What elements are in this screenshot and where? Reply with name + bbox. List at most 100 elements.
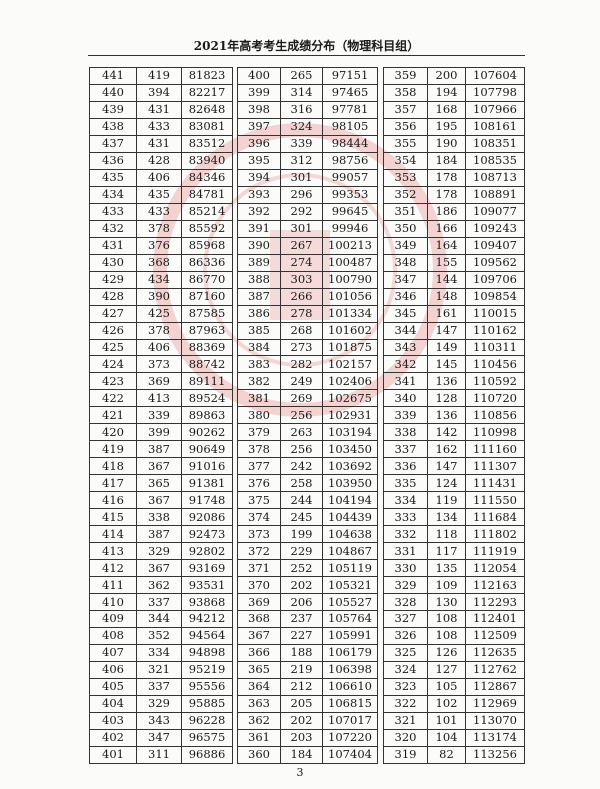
count-cell: 203 xyxy=(280,728,323,747)
table-row: 357 168 107966 xyxy=(383,100,525,119)
table-row: 327 108 112401 xyxy=(383,610,525,628)
cumulative-cell: 83940 xyxy=(181,151,233,170)
cumulative-cell: 99057 xyxy=(322,168,378,187)
score-cell: 423 xyxy=(89,372,137,391)
cumulative-cell: 102931 xyxy=(322,406,378,425)
score-cell: 435 xyxy=(89,168,137,187)
table-row: 424 373 88742 xyxy=(89,355,233,374)
table-row: 396 339 98444 xyxy=(237,134,378,153)
cumulative-cell: 84781 xyxy=(181,185,233,204)
cumulative-cell: 105119 xyxy=(322,559,378,578)
score-cell: 420 xyxy=(89,423,137,442)
cumulative-cell: 91016 xyxy=(181,457,233,476)
cumulative-cell: 107404 xyxy=(322,745,378,764)
count-cell: 339 xyxy=(280,134,323,153)
cumulative-cell: 112635 xyxy=(465,643,525,662)
score-cell: 351 xyxy=(383,202,428,221)
cumulative-cell: 102157 xyxy=(322,355,378,374)
score-cell: 434 xyxy=(89,185,137,204)
count-cell: 117 xyxy=(427,542,466,561)
cumulative-cell: 112163 xyxy=(465,576,525,595)
cumulative-cell: 92802 xyxy=(181,542,233,561)
count-cell: 329 xyxy=(136,542,182,561)
cumulative-cell: 110856 xyxy=(465,406,525,425)
count-cell: 434 xyxy=(136,270,182,289)
count-cell: 108 xyxy=(427,610,466,628)
count-cell: 164 xyxy=(427,236,466,255)
table-row: 353 178 108713 xyxy=(383,168,525,187)
table-row: 413 329 92802 xyxy=(89,542,233,561)
score-cell: 408 xyxy=(89,626,137,645)
table-row: 411 362 93531 xyxy=(89,576,233,595)
count-cell: 126 xyxy=(427,643,466,662)
cumulative-cell: 104867 xyxy=(322,542,378,561)
cumulative-cell: 109243 xyxy=(465,219,525,238)
cumulative-cell: 98756 xyxy=(322,151,378,170)
cumulative-cell: 105991 xyxy=(322,626,378,645)
cumulative-cell: 106179 xyxy=(322,643,378,662)
table-row: 337 162 111160 xyxy=(383,440,525,459)
cumulative-cell: 108161 xyxy=(465,117,525,136)
score-cell: 418 xyxy=(89,457,137,476)
count-cell: 263 xyxy=(280,423,323,442)
cumulative-cell: 93169 xyxy=(181,559,233,578)
cumulative-cell: 111431 xyxy=(465,474,525,493)
cumulative-cell: 101334 xyxy=(322,304,378,323)
page-number: 3 xyxy=(296,766,304,779)
table-row: 344 147 110162 xyxy=(383,321,525,340)
score-cell: 429 xyxy=(89,270,137,289)
count-cell: 367 xyxy=(136,457,182,476)
count-cell: 378 xyxy=(136,321,182,340)
table-row: 439 431 82648 xyxy=(89,100,233,119)
score-cell: 422 xyxy=(89,389,137,408)
table-row: 346 148 109854 xyxy=(383,287,525,306)
cumulative-cell: 107604 xyxy=(465,67,525,85)
count-cell: 149 xyxy=(427,338,466,357)
score-cell: 371 xyxy=(237,559,281,578)
cumulative-cell: 106815 xyxy=(322,694,378,713)
count-cell: 202 xyxy=(280,576,323,595)
table-row: 347 144 109706 xyxy=(383,270,525,289)
score-cell: 363 xyxy=(237,694,281,713)
score-cell: 411 xyxy=(89,576,137,595)
score-cell: 377 xyxy=(237,457,281,476)
count-cell: 128 xyxy=(427,389,466,408)
cumulative-cell: 112969 xyxy=(465,694,525,713)
table-row: 361 203 107220 xyxy=(237,728,378,747)
score-table-middle: 400 265 97151 399 314 97465 398 316 97781 397 324 9… xyxy=(237,67,378,764)
cumulative-cell: 107966 xyxy=(465,100,525,119)
cumulative-cell: 96228 xyxy=(181,711,233,730)
count-cell: 435 xyxy=(136,185,182,204)
score-cell: 402 xyxy=(89,728,137,747)
table-row: 387 266 101056 xyxy=(237,287,378,306)
score-cell: 332 xyxy=(383,525,428,544)
score-cell: 409 xyxy=(89,610,137,628)
score-cell: 339 xyxy=(383,406,428,425)
score-cell: 398 xyxy=(237,100,281,119)
count-cell: 274 xyxy=(280,253,323,272)
score-cell: 323 xyxy=(383,677,428,696)
cumulative-cell: 99353 xyxy=(322,185,378,204)
table-row: 433 433 85214 xyxy=(89,202,233,221)
count-cell: 394 xyxy=(136,83,182,102)
cumulative-cell: 109407 xyxy=(465,236,525,255)
count-cell: 387 xyxy=(136,525,182,544)
table-row: 322 102 112969 xyxy=(383,694,525,713)
score-cell: 436 xyxy=(89,151,137,170)
table-row: 420 399 90262 xyxy=(89,423,233,442)
table-row: 350 166 109243 xyxy=(383,219,525,238)
cumulative-cell: 82217 xyxy=(181,83,233,102)
table-row: 343 149 110311 xyxy=(383,338,525,357)
score-cell: 349 xyxy=(383,236,428,255)
score-cell: 384 xyxy=(237,338,281,357)
cumulative-cell: 112509 xyxy=(465,626,525,645)
score-cell: 394 xyxy=(237,168,281,187)
count-cell: 178 xyxy=(427,168,466,187)
table-row: 406 321 95219 xyxy=(89,660,233,679)
score-cell: 333 xyxy=(383,508,428,527)
table-row: 440 394 82217 xyxy=(89,83,233,102)
score-cell: 341 xyxy=(383,372,428,391)
score-cell: 334 xyxy=(383,491,428,510)
score-cell: 417 xyxy=(89,474,137,493)
score-cell: 407 xyxy=(89,643,137,662)
